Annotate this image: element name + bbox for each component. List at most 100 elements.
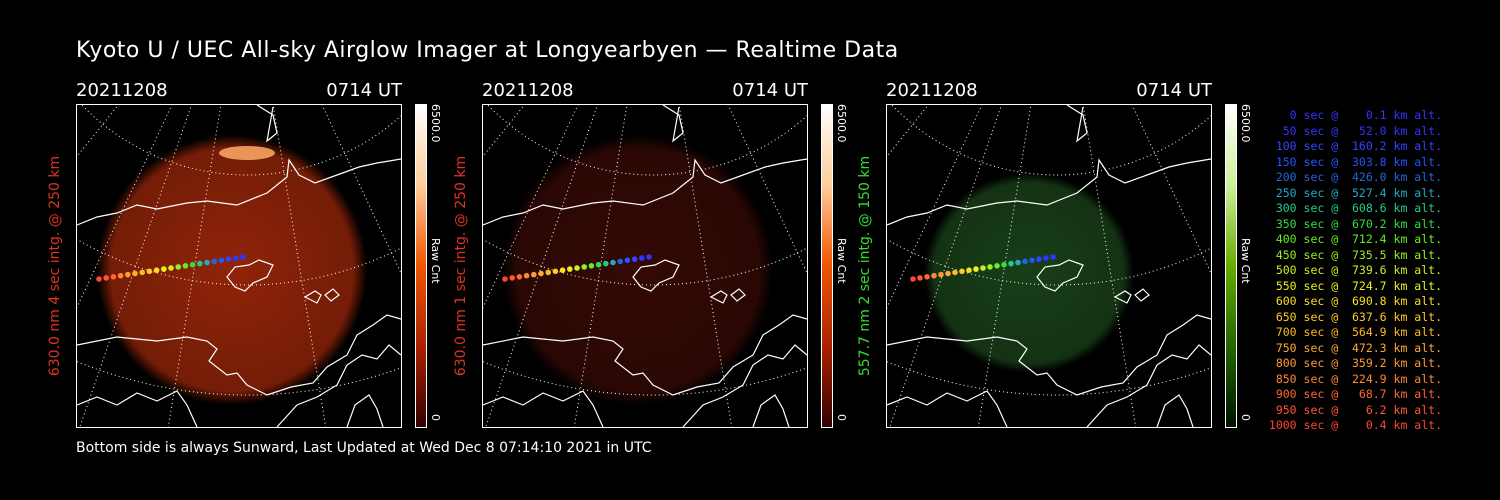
trajectory-point	[96, 276, 102, 282]
trajectory-point	[531, 271, 537, 278]
trajectory-point	[595, 261, 602, 268]
trajectory-point	[197, 260, 203, 267]
legend-entry: 850 sec @ 224.9 km alt.	[1268, 371, 1442, 386]
trajectory-point	[567, 266, 573, 272]
legend-entry: 600 sec @ 690.8 km alt.	[1268, 294, 1442, 308]
legend-entry: 1000 sec @ 0.4 km alt.	[1268, 418, 1442, 432]
trajectory-point	[168, 265, 174, 271]
color-scale-bar	[821, 104, 833, 428]
allsky-image	[886, 104, 1212, 428]
page-title: Kyoto U / UEC All-sky Airglow Imager at …	[76, 38, 899, 63]
trajectory	[910, 254, 1056, 282]
trajectory-point	[1008, 260, 1014, 267]
color-scale-bar	[1225, 104, 1237, 428]
trajectory-point	[132, 270, 138, 277]
legend-entry: 950 sec @ 6.2 km alt.	[1268, 402, 1442, 417]
legend-entry: 750 sec @ 472.3 km alt.	[1268, 340, 1442, 355]
trajectory-point	[959, 268, 965, 275]
legend-entry: 350 sec @ 670.2 km alt.	[1268, 216, 1442, 231]
allsky-map	[77, 105, 401, 427]
allsky-image	[76, 104, 402, 428]
allsky-image	[482, 104, 808, 428]
legend-entry: 200 sec @ 426.0 km alt.	[1268, 170, 1442, 184]
trajectory-point	[110, 274, 117, 280]
trajectory-point	[509, 275, 515, 281]
trajectory-point	[1029, 257, 1035, 264]
trajectory-point	[538, 270, 544, 277]
trajectory-point	[225, 256, 232, 262]
legend-entry: 800 sec @ 359.2 km alt.	[1268, 356, 1442, 370]
trajectory-point	[1050, 254, 1056, 260]
legend-entry: 900 sec @ 68.7 km alt.	[1268, 387, 1442, 401]
trajectory-point	[502, 276, 508, 282]
panel-time: 0714 UT	[326, 80, 402, 101]
allsky-map	[483, 105, 807, 427]
trajectory-point	[146, 268, 153, 275]
trajectory-point	[624, 257, 631, 264]
graticule	[77, 105, 401, 427]
trajectory-point	[966, 267, 972, 273]
trajectory-point	[218, 257, 225, 264]
trajectory-point	[139, 269, 145, 276]
legend-entry: 150 sec @ 303.8 km alt.	[1268, 154, 1442, 169]
trajectory-point	[125, 271, 131, 278]
trajectory-point	[917, 275, 923, 281]
trajectory-point	[103, 275, 109, 281]
panel-wavelength-label: 557.7 nm 2 sec intg. @ 150 km	[857, 155, 873, 377]
legend-entry: 650 sec @ 637.6 km alt.	[1268, 309, 1442, 324]
trajectory-point	[182, 263, 189, 269]
trajectory-point	[1043, 255, 1049, 261]
trajectory-point	[545, 269, 551, 276]
trajectory-point	[987, 264, 993, 270]
trajectory-point	[1036, 256, 1042, 262]
footer-status: Bottom side is always Sunward, Last Upda…	[76, 440, 652, 456]
legend-entry: 0 sec @ 0.1 km alt.	[1268, 108, 1442, 122]
legend-entry: 300 sec @ 608.6 km alt.	[1268, 201, 1442, 215]
trajectory-point	[161, 266, 167, 272]
trajectory-point	[952, 269, 958, 276]
legend-entry: 700 sec @ 564.9 km alt.	[1268, 325, 1442, 339]
panel-date: 20211208	[886, 80, 978, 101]
trajectory-point	[153, 267, 160, 273]
trajectory-legend: 0 sec @ 0.1 km alt. 50 sec @ 52.0 km alt…	[1262, 108, 1442, 434]
trajectory-point	[211, 258, 217, 265]
trajectory-point	[910, 276, 916, 282]
trajectory-point	[1001, 261, 1007, 268]
legend-entry: 550 sec @ 724.7 km alt.	[1268, 278, 1442, 293]
allsky-map	[887, 105, 1211, 427]
image-panel-2: 20211208 0714 UT 630.0 nm 1 sec intg. @ …	[453, 80, 902, 430]
coastlines	[483, 105, 807, 427]
panel-date: 20211208	[76, 80, 168, 101]
trajectory-point	[994, 263, 1000, 269]
trajectory-point	[240, 254, 246, 260]
trajectory	[96, 254, 246, 282]
trajectory-point	[639, 255, 645, 261]
legend-entry: 250 sec @ 527.4 km alt.	[1268, 185, 1442, 200]
trajectory-point	[931, 272, 937, 279]
trajectory-point	[646, 254, 652, 260]
trajectory-point	[603, 260, 609, 267]
aurora-patch	[219, 146, 275, 160]
trajectory-point	[574, 265, 580, 271]
trajectory-point	[204, 259, 210, 266]
trajectory-point	[973, 266, 979, 272]
color-scale-bar	[415, 104, 427, 428]
image-panel-3: 20211208 0714 UT 557.7 nm 2 sec intg. @ …	[857, 80, 1306, 430]
trajectory-point	[1015, 259, 1021, 266]
graticule	[483, 105, 807, 427]
trajectory-point	[117, 272, 124, 279]
trajectory-point	[1022, 258, 1028, 265]
airglow-emission	[924, 173, 1134, 373]
trajectory-point	[516, 274, 523, 280]
coastlines	[77, 105, 401, 427]
panel-wavelength-label: 630.0 nm 1 sec intg. @ 250 km	[453, 155, 469, 377]
trajectory	[502, 254, 652, 282]
panel-time: 0714 UT	[1136, 80, 1212, 101]
trajectory-point	[610, 259, 616, 266]
trajectory-point	[945, 270, 951, 277]
trajectory-point	[552, 268, 559, 275]
panel-wavelength-label: 630.0 nm 4 sec intg. @ 250 km	[47, 155, 63, 377]
legend-entry: 50 sec @ 52.0 km alt.	[1268, 123, 1442, 138]
graticule	[887, 105, 1211, 427]
trajectory-point	[175, 264, 181, 270]
